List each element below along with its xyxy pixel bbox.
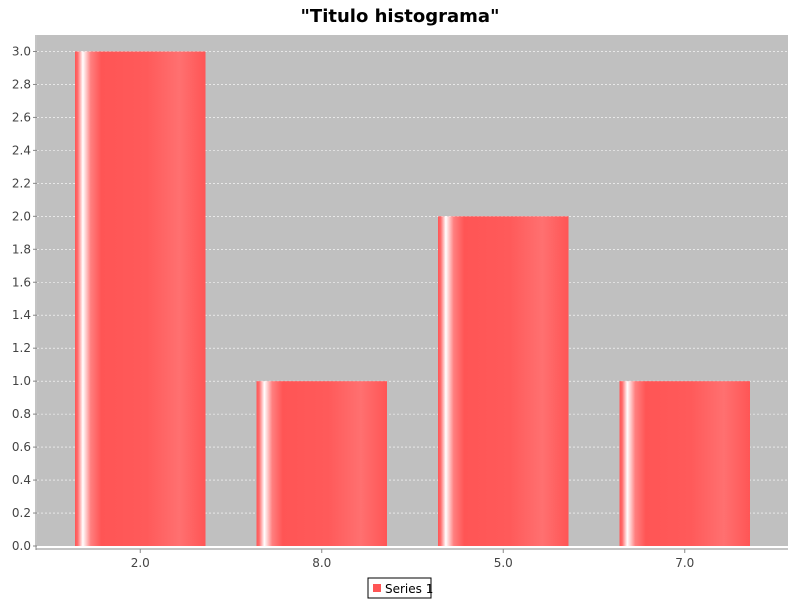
x-tick-label: 8.0 <box>312 556 331 570</box>
bar-8.0 <box>256 381 387 546</box>
bar-7.0 <box>619 381 750 546</box>
legend-box <box>367 577 432 599</box>
bar-5.0 <box>438 216 569 547</box>
y-tick-label: 3.0 <box>12 44 31 58</box>
y-tick-label: 2.4 <box>12 143 31 157</box>
y-tick-label: 1.0 <box>12 374 31 388</box>
y-axis: 0.0 0.2 0.4 0.6 0.8 1.0 1.2 1.4 1.6 1.8 2.0 2.2 2.4 2… <box>12 35 37 553</box>
bars <box>75 51 750 547</box>
y-tick-label: 0.8 <box>12 407 31 421</box>
x-tick-label: 7.0 <box>675 556 694 570</box>
y-tick-label: 0.2 <box>12 506 31 520</box>
y-tick-label: 2.0 <box>12 209 31 223</box>
x-axis: 2.0 8.0 5.0 7.0 <box>36 548 788 570</box>
y-tick-label: 2.2 <box>12 176 31 190</box>
y-tick-label: 2.8 <box>12 77 31 91</box>
x-tick-label: 2.0 <box>131 556 150 570</box>
y-tick-label: 0.4 <box>12 473 31 487</box>
y-tick-label: 1.6 <box>12 275 31 289</box>
legend: Series 1 <box>367 577 433 599</box>
y-tick-label: 1.4 <box>12 308 31 322</box>
chart-title: "Titulo histograma" <box>301 6 500 27</box>
y-tick-label: 0.0 <box>12 539 31 553</box>
y-tick-label: 1.8 <box>12 242 31 256</box>
legend-swatch-series-1 <box>373 584 381 592</box>
x-tick-label: 5.0 <box>494 556 513 570</box>
legend-label-series-1: Series 1 <box>385 582 433 596</box>
y-tick-label: 0.6 <box>12 440 31 454</box>
y-tick-label: 1.2 <box>12 341 31 355</box>
y-tick-label: 2.6 <box>12 110 31 124</box>
bar-2.0 <box>75 51 206 546</box>
